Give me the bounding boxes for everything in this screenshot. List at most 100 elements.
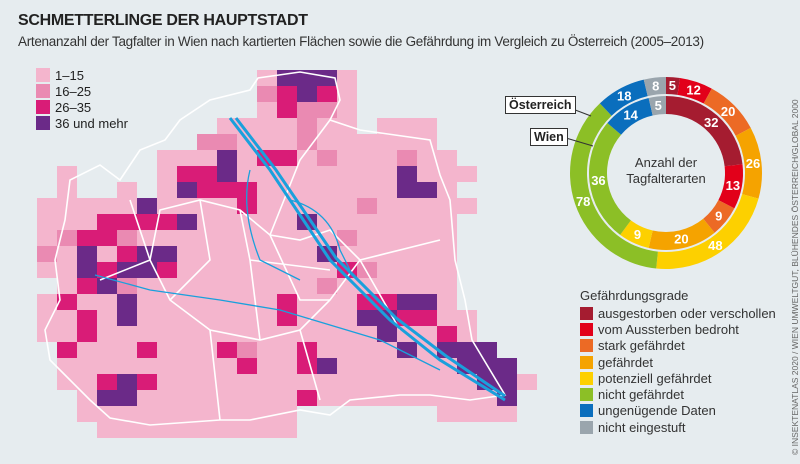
map-cell bbox=[117, 214, 137, 230]
donut-center-label: Anzahl der Tagfalterarten bbox=[626, 155, 706, 186]
map-cell bbox=[177, 422, 197, 438]
map-cell bbox=[117, 390, 137, 406]
map-cell bbox=[57, 326, 77, 342]
map-cell bbox=[357, 230, 377, 246]
map-cell bbox=[77, 198, 97, 214]
slice-value-label: 8 bbox=[652, 79, 659, 94]
map-cell bbox=[457, 342, 477, 358]
map-cell bbox=[337, 310, 357, 326]
map-cell bbox=[157, 342, 177, 358]
map-cell bbox=[417, 326, 437, 342]
map-cell bbox=[297, 118, 317, 134]
map-cell bbox=[137, 406, 157, 422]
map-cell bbox=[197, 406, 217, 422]
ring-label-wien: Wien bbox=[530, 128, 568, 146]
map-cell bbox=[217, 310, 237, 326]
map-cell bbox=[157, 182, 177, 198]
map-cell bbox=[317, 198, 337, 214]
map-cell bbox=[177, 406, 197, 422]
map-cell bbox=[257, 70, 277, 86]
map-cell bbox=[277, 102, 297, 118]
map-cell bbox=[237, 342, 257, 358]
map-cell bbox=[437, 198, 457, 214]
map-cell bbox=[277, 134, 297, 150]
map-cell bbox=[317, 230, 337, 246]
map-cell bbox=[317, 390, 337, 406]
map-cell bbox=[117, 230, 137, 246]
map-cell bbox=[197, 342, 217, 358]
map-cell bbox=[217, 294, 237, 310]
map-legend: 1–15 16–25 26–35 36 und mehr bbox=[36, 67, 128, 131]
map-cell bbox=[157, 166, 177, 182]
map-cell bbox=[77, 230, 97, 246]
map-cell bbox=[217, 150, 237, 166]
map-cell bbox=[37, 326, 57, 342]
legend-label: potenziell gefährdet bbox=[598, 370, 712, 386]
map-cell bbox=[57, 214, 77, 230]
map-cell bbox=[337, 326, 357, 342]
district-boundary bbox=[99, 119, 441, 421]
map-cell bbox=[377, 230, 397, 246]
map-cell bbox=[157, 262, 177, 278]
map-cell bbox=[217, 214, 237, 230]
map-cell bbox=[417, 294, 437, 310]
map-cell bbox=[217, 246, 237, 262]
map-cell bbox=[377, 118, 397, 134]
map-cell bbox=[357, 310, 377, 326]
map-cell bbox=[97, 214, 117, 230]
map-cell bbox=[337, 198, 357, 214]
map-cell bbox=[357, 294, 377, 310]
legend-item: stark gefährdet bbox=[580, 338, 776, 354]
map-cell bbox=[257, 198, 277, 214]
map-cell bbox=[257, 214, 277, 230]
map-cell bbox=[357, 150, 377, 166]
map-cell bbox=[277, 390, 297, 406]
map-cell bbox=[157, 278, 177, 294]
map-cell bbox=[417, 246, 437, 262]
map-cell bbox=[397, 342, 417, 358]
map-cell bbox=[377, 278, 397, 294]
donut-slice-wien bbox=[588, 123, 631, 235]
map-cell bbox=[97, 294, 117, 310]
map-cell bbox=[117, 374, 137, 390]
map-cell bbox=[437, 246, 457, 262]
map-cell bbox=[297, 166, 317, 182]
map-cell bbox=[337, 166, 357, 182]
map-cell bbox=[97, 390, 117, 406]
map-cell bbox=[377, 342, 397, 358]
map-cell bbox=[277, 358, 297, 374]
map-cell bbox=[397, 118, 417, 134]
map-cell bbox=[157, 374, 177, 390]
map-cell bbox=[57, 294, 77, 310]
map-cell bbox=[397, 166, 417, 182]
map-cell bbox=[437, 182, 457, 198]
map-cell bbox=[97, 198, 117, 214]
map-cell bbox=[157, 406, 177, 422]
legend-label: nicht gefährdet bbox=[598, 387, 685, 403]
donut-slice-oesterreich bbox=[656, 194, 759, 269]
legend-label: 36 und mehr bbox=[55, 115, 128, 131]
map-cell bbox=[157, 326, 177, 342]
donut-slice-wien bbox=[703, 200, 735, 233]
map-cell bbox=[197, 134, 217, 150]
map-cell bbox=[257, 86, 277, 102]
legend-label: 26–35 bbox=[55, 99, 92, 115]
river bbox=[289, 199, 351, 271]
legend-label: stark gefährdet bbox=[598, 338, 685, 354]
legend-swatch bbox=[580, 306, 593, 320]
map-cell bbox=[177, 230, 197, 246]
slice-value-label: 9 bbox=[634, 227, 641, 242]
map-cell bbox=[337, 150, 357, 166]
map-cell bbox=[337, 102, 357, 118]
map-cell bbox=[37, 198, 57, 214]
map-cell bbox=[97, 246, 117, 262]
map-cell bbox=[297, 102, 317, 118]
map-cell bbox=[177, 358, 197, 374]
map-cell bbox=[417, 166, 437, 182]
map-cell bbox=[157, 422, 177, 438]
map-cell bbox=[137, 214, 157, 230]
map-cell bbox=[397, 374, 417, 390]
donut-slice-wien bbox=[607, 97, 653, 135]
map-cell bbox=[457, 310, 477, 326]
map-cell bbox=[417, 310, 437, 326]
